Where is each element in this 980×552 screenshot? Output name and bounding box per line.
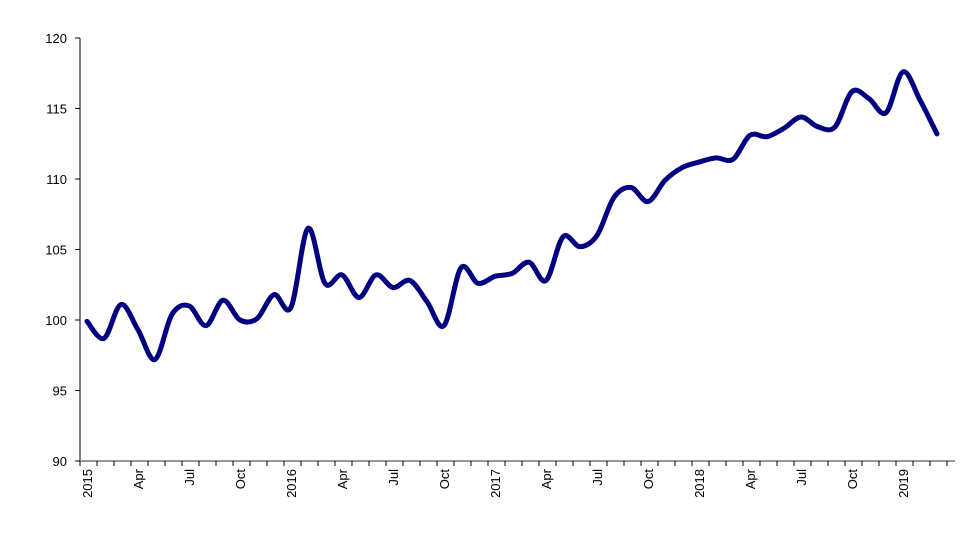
series-line: [84, 69, 940, 362]
x-tick-label: 2017: [488, 469, 503, 498]
x-tick-label: Jul: [386, 469, 401, 486]
x-tick-label: Apr: [335, 468, 350, 489]
x-tick-label: Apr: [743, 468, 758, 489]
y-tick-label: 100: [45, 313, 67, 328]
series-layer: [84, 69, 940, 362]
x-tick-label: Apr: [131, 468, 146, 489]
x-tick-label: Oct: [437, 469, 452, 490]
y-tick-label: 115: [46, 102, 67, 117]
x-axis: 2015 Apr Jul Oct 2016 Apr Jul Oct 2017 Apr Jul Oct 2…: [79, 460, 955, 498]
x-tick-label: 2015: [80, 469, 95, 498]
y-tick-label: 90: [53, 454, 67, 469]
x-tick-label: Jul: [794, 469, 809, 486]
y-tick-label: 95: [53, 384, 67, 399]
x-tick-label: 2018: [692, 469, 707, 498]
x-tick-label: Oct: [641, 469, 656, 490]
x-tick-label: Oct: [233, 469, 248, 490]
x-tick-label: 2016: [284, 469, 299, 498]
x-tick-label: 2019: [896, 469, 911, 498]
y-axis: 90 95 100 105 110 115 120: [45, 31, 81, 469]
x-tick-label: Jul: [182, 469, 197, 486]
x-tick-label: Apr: [539, 468, 554, 489]
x-tick-label: Jul: [590, 469, 605, 486]
y-tick-label: 120: [45, 31, 67, 46]
y-tick-label: 110: [46, 172, 67, 187]
y-tick-label: 105: [45, 243, 67, 258]
x-tick-label: Oct: [845, 469, 860, 490]
